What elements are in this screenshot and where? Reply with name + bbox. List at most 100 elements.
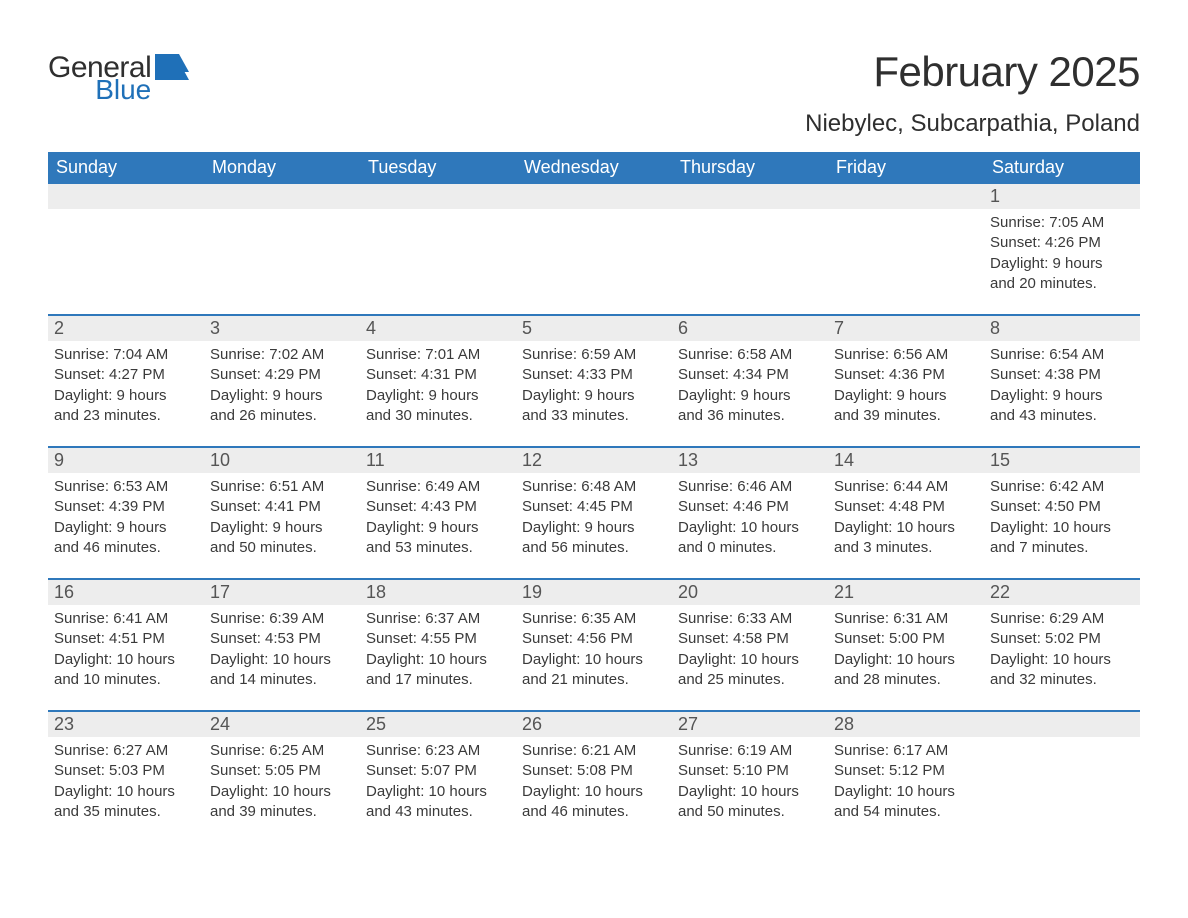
- day-number: 11: [360, 448, 516, 473]
- day-sunrise: Sunrise: 6:58 AM: [678, 345, 820, 365]
- day-daylight1: Daylight: 10 hours: [366, 650, 508, 670]
- location: Niebylec, Subcarpathia, Poland: [805, 110, 1140, 138]
- day-sunrise: Sunrise: 6:54 AM: [990, 345, 1132, 365]
- day-daylight2: and 26 minutes.: [210, 406, 352, 426]
- day-sunrise: Sunrise: 6:29 AM: [990, 609, 1132, 629]
- day-daylight1: Daylight: 10 hours: [990, 650, 1132, 670]
- day-number: [48, 184, 204, 209]
- day-sunrise: Sunrise: 6:37 AM: [366, 609, 508, 629]
- day-sunrise: Sunrise: 6:42 AM: [990, 477, 1132, 497]
- day-daylight1: Daylight: 10 hours: [834, 782, 976, 802]
- day-sunset: Sunset: 4:36 PM: [834, 365, 976, 385]
- day-sunrise: Sunrise: 7:05 AM: [990, 213, 1132, 233]
- day-number: 26: [516, 712, 672, 737]
- day-sunset: Sunset: 4:33 PM: [522, 365, 664, 385]
- day-daylight2: and 21 minutes.: [522, 670, 664, 690]
- day-daylight2: and 43 minutes.: [366, 802, 508, 822]
- day-sunrise: Sunrise: 6:53 AM: [54, 477, 196, 497]
- day-daylight2: and 54 minutes.: [834, 802, 976, 822]
- day-sunrise: Sunrise: 6:31 AM: [834, 609, 976, 629]
- day-sunset: Sunset: 4:51 PM: [54, 629, 196, 649]
- dow-wednesday: Wednesday: [516, 152, 672, 184]
- day-sunset: Sunset: 4:45 PM: [522, 497, 664, 517]
- day-sunrise: Sunrise: 6:56 AM: [834, 345, 976, 365]
- day-daylight1: Daylight: 9 hours: [366, 518, 508, 538]
- day-sunset: Sunset: 4:29 PM: [210, 365, 352, 385]
- day-sunset: Sunset: 4:58 PM: [678, 629, 820, 649]
- day-cell: Sunrise: 6:56 AMSunset: 4:36 PMDaylight:…: [828, 341, 984, 426]
- week-row: 1Sunrise: 7:05 AMSunset: 4:26 PMDaylight…: [48, 184, 1140, 294]
- day-sunrise: Sunrise: 6:48 AM: [522, 477, 664, 497]
- day-number: 16: [48, 580, 204, 605]
- day-number: 15: [984, 448, 1140, 473]
- day-daylight2: and 14 minutes.: [210, 670, 352, 690]
- day-daylight1: Daylight: 9 hours: [522, 386, 664, 406]
- day-daylight2: and 50 minutes.: [210, 538, 352, 558]
- week-row: 16171819202122Sunrise: 6:41 AMSunset: 4:…: [48, 578, 1140, 690]
- day-cell: Sunrise: 6:21 AMSunset: 5:08 PMDaylight:…: [516, 737, 672, 822]
- day-cell: Sunrise: 7:05 AMSunset: 4:26 PMDaylight:…: [984, 209, 1140, 294]
- day-sunset: Sunset: 4:50 PM: [990, 497, 1132, 517]
- day-number: [984, 712, 1140, 737]
- day-daylight1: Daylight: 10 hours: [678, 782, 820, 802]
- day-daylight2: and 32 minutes.: [990, 670, 1132, 690]
- day-cell: Sunrise: 6:49 AMSunset: 4:43 PMDaylight:…: [360, 473, 516, 558]
- day-sunrise: Sunrise: 6:49 AM: [366, 477, 508, 497]
- day-number: 4: [360, 316, 516, 341]
- day-cell: Sunrise: 6:25 AMSunset: 5:05 PMDaylight:…: [204, 737, 360, 822]
- day-number: [672, 184, 828, 209]
- brand-flag-icon: [155, 54, 189, 80]
- day-number: 17: [204, 580, 360, 605]
- day-number: 7: [828, 316, 984, 341]
- day-daylight1: Daylight: 9 hours: [834, 386, 976, 406]
- week-row: 9101112131415Sunrise: 6:53 AMSunset: 4:3…: [48, 446, 1140, 558]
- day-daylight2: and 56 minutes.: [522, 538, 664, 558]
- day-cell: [828, 209, 984, 294]
- day-sunrise: Sunrise: 6:33 AM: [678, 609, 820, 629]
- day-cell: [204, 209, 360, 294]
- week-row: 232425262728Sunrise: 6:27 AMSunset: 5:03…: [48, 710, 1140, 822]
- day-sunset: Sunset: 5:07 PM: [366, 761, 508, 781]
- day-sunset: Sunset: 4:38 PM: [990, 365, 1132, 385]
- day-daylight2: and 28 minutes.: [834, 670, 976, 690]
- title-block: February 2025 Niebylec, Subcarpathia, Po…: [805, 48, 1140, 138]
- day-daylight1: Daylight: 10 hours: [990, 518, 1132, 538]
- day-number: [360, 184, 516, 209]
- day-sunset: Sunset: 4:39 PM: [54, 497, 196, 517]
- day-daylight1: Daylight: 9 hours: [54, 518, 196, 538]
- day-daylight1: Daylight: 9 hours: [210, 386, 352, 406]
- day-cell: Sunrise: 6:54 AMSunset: 4:38 PMDaylight:…: [984, 341, 1140, 426]
- dow-sunday: Sunday: [48, 152, 204, 184]
- day-number: 14: [828, 448, 984, 473]
- day-daylight2: and 36 minutes.: [678, 406, 820, 426]
- day-number-band: 16171819202122: [48, 580, 1140, 605]
- day-number: 25: [360, 712, 516, 737]
- day-sunrise: Sunrise: 7:02 AM: [210, 345, 352, 365]
- day-daylight1: Daylight: 10 hours: [678, 518, 820, 538]
- day-sunrise: Sunrise: 6:27 AM: [54, 741, 196, 761]
- day-sunset: Sunset: 4:31 PM: [366, 365, 508, 385]
- day-sunrise: Sunrise: 6:35 AM: [522, 609, 664, 629]
- day-cell: Sunrise: 6:23 AMSunset: 5:07 PMDaylight:…: [360, 737, 516, 822]
- day-cell: Sunrise: 6:27 AMSunset: 5:03 PMDaylight:…: [48, 737, 204, 822]
- day-cell: Sunrise: 6:33 AMSunset: 4:58 PMDaylight:…: [672, 605, 828, 690]
- day-number: [204, 184, 360, 209]
- day-number: 5: [516, 316, 672, 341]
- dow-thursday: Thursday: [672, 152, 828, 184]
- day-cell: Sunrise: 6:29 AMSunset: 5:02 PMDaylight:…: [984, 605, 1140, 690]
- day-number: 20: [672, 580, 828, 605]
- day-sunset: Sunset: 5:10 PM: [678, 761, 820, 781]
- day-of-week-header: Sunday Monday Tuesday Wednesday Thursday…: [48, 152, 1140, 184]
- day-number: [828, 184, 984, 209]
- day-sunrise: Sunrise: 6:23 AM: [366, 741, 508, 761]
- header: General Blue February 2025 Niebylec, Sub…: [48, 48, 1140, 138]
- day-sunset: Sunset: 4:48 PM: [834, 497, 976, 517]
- day-sunrise: Sunrise: 6:41 AM: [54, 609, 196, 629]
- day-cell: Sunrise: 7:01 AMSunset: 4:31 PMDaylight:…: [360, 341, 516, 426]
- day-cell: Sunrise: 6:53 AMSunset: 4:39 PMDaylight:…: [48, 473, 204, 558]
- day-sunset: Sunset: 4:27 PM: [54, 365, 196, 385]
- day-number: 22: [984, 580, 1140, 605]
- day-sunrise: Sunrise: 6:21 AM: [522, 741, 664, 761]
- day-sunset: Sunset: 4:26 PM: [990, 233, 1132, 253]
- day-number: 6: [672, 316, 828, 341]
